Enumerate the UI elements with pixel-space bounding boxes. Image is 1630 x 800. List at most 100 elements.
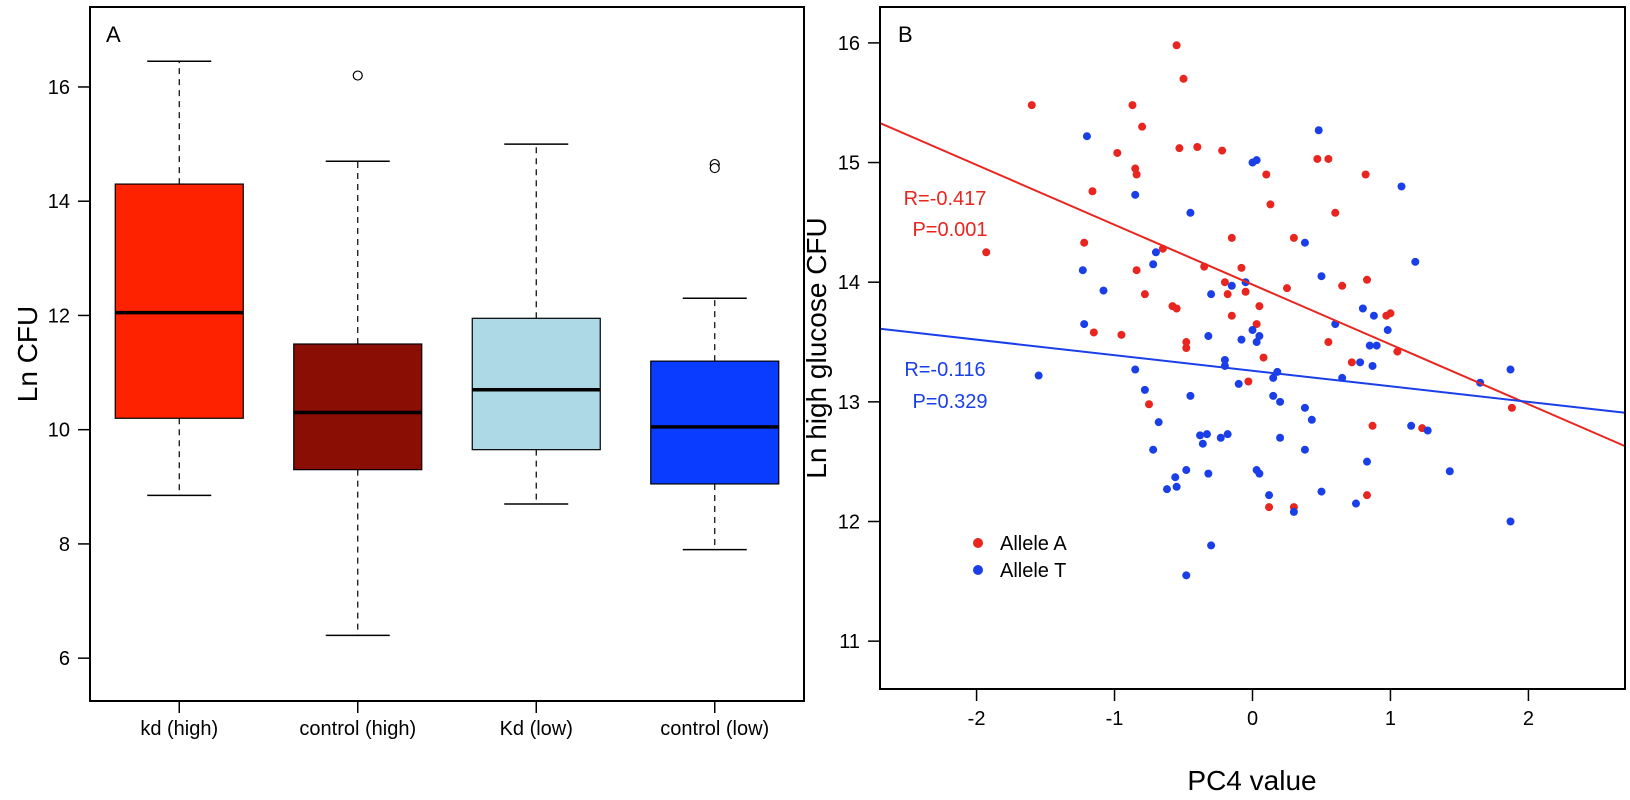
box <box>471 317 601 451</box>
allele-a-point <box>1220 278 1229 287</box>
allele-t-point <box>1368 361 1377 370</box>
allele-a-point <box>982 248 991 257</box>
allele-a-point <box>1080 238 1089 247</box>
allele-t-p-annotation: P=0.329 <box>912 391 987 413</box>
allele-t-point <box>1172 482 1181 491</box>
allele-t-point <box>1204 469 1213 478</box>
allele-t-point <box>1300 238 1309 247</box>
allele-a-point <box>1140 290 1149 299</box>
x-tick-label: 1 <box>1385 708 1396 730</box>
allele-t-point <box>1445 467 1454 476</box>
panel-b-legend: Allele A Allele T <box>973 533 1067 582</box>
allele-a-point <box>1175 144 1184 153</box>
panel-a-label: A <box>106 22 121 47</box>
allele-t-point <box>1186 391 1195 400</box>
panel-a-x-axis: kd (high) control (high) Kd (low) control (… <box>140 701 769 740</box>
x-tick-label: 2 <box>1523 708 1534 730</box>
allele-t-point <box>1216 433 1225 442</box>
allele-a-point <box>1282 284 1291 293</box>
x-tick-label: -1 <box>1106 708 1124 730</box>
allele-a-point <box>1117 330 1126 339</box>
allele-t-point <box>1207 541 1216 550</box>
allele-t-point <box>1411 257 1420 266</box>
y-tick-label: 11 <box>839 631 860 653</box>
panel-b-points <box>982 41 1516 580</box>
allele-t-point <box>1317 272 1326 281</box>
allele-t-point <box>1151 248 1160 257</box>
allele-t-point <box>1202 430 1211 439</box>
legend-allele-a-marker <box>973 538 983 548</box>
allele-a-point <box>1193 142 1202 151</box>
panel-a-boxplot: 6 8 10 12 14 16 kd (high) control (high) Kd (lo… <box>12 6 805 740</box>
panel-b-label: B <box>898 22 913 47</box>
allele-t-point <box>1351 499 1360 508</box>
allele-a-point <box>1252 320 1261 329</box>
allele-t-point <box>1407 421 1416 430</box>
allele-a-point <box>1265 503 1274 512</box>
allele-t-point <box>1131 365 1140 374</box>
allele-a-p-annotation: P=0.001 <box>912 219 987 241</box>
panel-a-y-axis: 6 8 10 12 14 16 <box>48 77 90 670</box>
y-tick-label: 14 <box>838 272 860 294</box>
allele-t-point <box>1269 373 1278 382</box>
allele-a-point <box>1507 403 1516 412</box>
allele-t-point <box>1265 491 1274 500</box>
panel-a-frame <box>89 6 805 702</box>
allele-a-point <box>1289 233 1298 242</box>
allele-a-point <box>1132 266 1141 275</box>
allele-a-point <box>1138 122 1147 131</box>
allele-t-point <box>1140 385 1149 394</box>
allele-t-point <box>1198 439 1207 448</box>
allele-a-point <box>1241 287 1250 296</box>
allele-a-point <box>1237 263 1246 272</box>
allele-a-point <box>1386 309 1395 318</box>
allele-t-point <box>1276 433 1285 442</box>
allele-a-point <box>1089 328 1098 337</box>
allele-t-point <box>1289 507 1298 516</box>
allele-t-point <box>1252 466 1261 475</box>
panel-a-boxes <box>114 60 780 637</box>
allele-a-point <box>1331 208 1340 217</box>
panel-b-x-axis-title: PC4 value <box>1187 765 1316 796</box>
allele-a-point <box>1363 275 1372 284</box>
x-tick-label: Kd (low) <box>500 718 573 740</box>
allele-t-point <box>1237 335 1246 344</box>
outlier-point <box>352 70 363 81</box>
allele-t-point <box>1182 466 1191 475</box>
y-tick-label: 13 <box>838 392 860 414</box>
box <box>114 183 244 419</box>
allele-t-point <box>1099 286 1108 295</box>
allele-t-point <box>1397 182 1406 191</box>
y-tick-label: 16 <box>838 33 860 55</box>
allele-t-point <box>1078 266 1087 275</box>
allele-a-point <box>1132 170 1141 179</box>
allele-t-point <box>1276 397 1285 406</box>
allele-a-point <box>1145 400 1154 409</box>
y-tick-label: 15 <box>838 153 860 175</box>
allele-t-point <box>1356 358 1365 367</box>
allele-t-point <box>1255 332 1264 341</box>
allele-t-point <box>1317 487 1326 496</box>
allele-t-point <box>1082 132 1091 141</box>
allele-a-point <box>1182 344 1191 352</box>
allele-t-point <box>1248 326 1257 335</box>
allele-a-point <box>1347 358 1356 367</box>
allele-a-point <box>1027 101 1036 110</box>
allele-t-point <box>1269 391 1278 400</box>
allele-t-point <box>1506 517 1515 526</box>
allele-t-point <box>1171 473 1180 482</box>
allele-t-point <box>1365 341 1374 350</box>
allele-a-point <box>1172 304 1181 313</box>
allele-a-point <box>1179 74 1188 83</box>
allele-a-point <box>1324 338 1333 347</box>
panel-b-y-axis-title: Ln high glucose CFU <box>801 217 832 478</box>
allele-t-point <box>1204 332 1213 341</box>
allele-a-point <box>1088 187 1097 196</box>
y-tick-label: 12 <box>48 305 70 327</box>
allele-a-point <box>1338 281 1347 290</box>
y-tick-label: 10 <box>48 420 70 442</box>
panel-a-y-axis-title: Ln CFU <box>12 306 43 402</box>
